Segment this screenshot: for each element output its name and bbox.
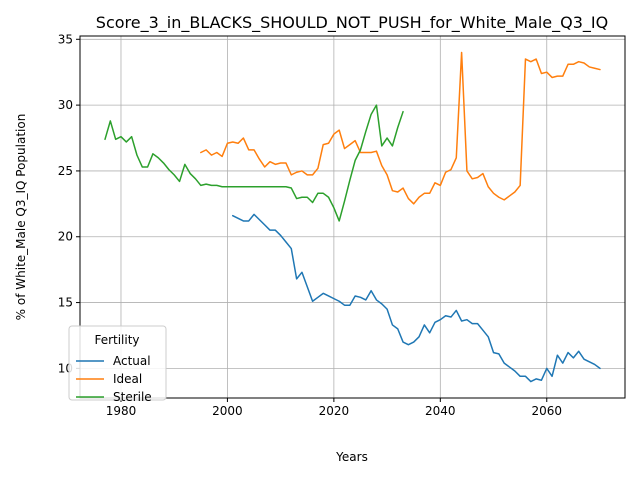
series-line-actual — [232, 213, 601, 383]
y-tick-label: 25 — [58, 164, 73, 178]
legend-label-sterile: Sterile — [113, 390, 152, 404]
y-tick-label: 15 — [58, 296, 73, 310]
legend-label-actual: Actual — [113, 354, 151, 368]
legend: Fertility Actual Ideal Sterile — [68, 325, 167, 404]
x-tick-label: 2020 — [319, 404, 350, 418]
series-group — [104, 51, 601, 383]
series-line-sterile — [104, 104, 404, 222]
y-tick-label: 35 — [58, 32, 73, 46]
x-tick-label: 2040 — [425, 404, 456, 418]
y-tick-label: 20 — [58, 230, 73, 244]
y-tick-label: 30 — [58, 98, 73, 112]
x-axis-label: Years — [335, 450, 368, 464]
legend-label-ideal: Ideal — [113, 372, 142, 386]
y-axis-label: % of White_Male Q3_IQ Population — [14, 114, 28, 321]
plot-area-frame — [79, 35, 626, 399]
x-tick-label: 1980 — [106, 404, 137, 418]
x-tick-label: 2060 — [531, 404, 562, 418]
legend-title: Fertility — [94, 333, 139, 347]
x-tick-label: 2000 — [212, 404, 243, 418]
chart-title: Score_3_in_BLACKS_SHOULD_NOT_PUSH_for_Wh… — [96, 13, 608, 33]
series-line-ideal — [200, 51, 601, 205]
legend-box — [68, 325, 167, 401]
